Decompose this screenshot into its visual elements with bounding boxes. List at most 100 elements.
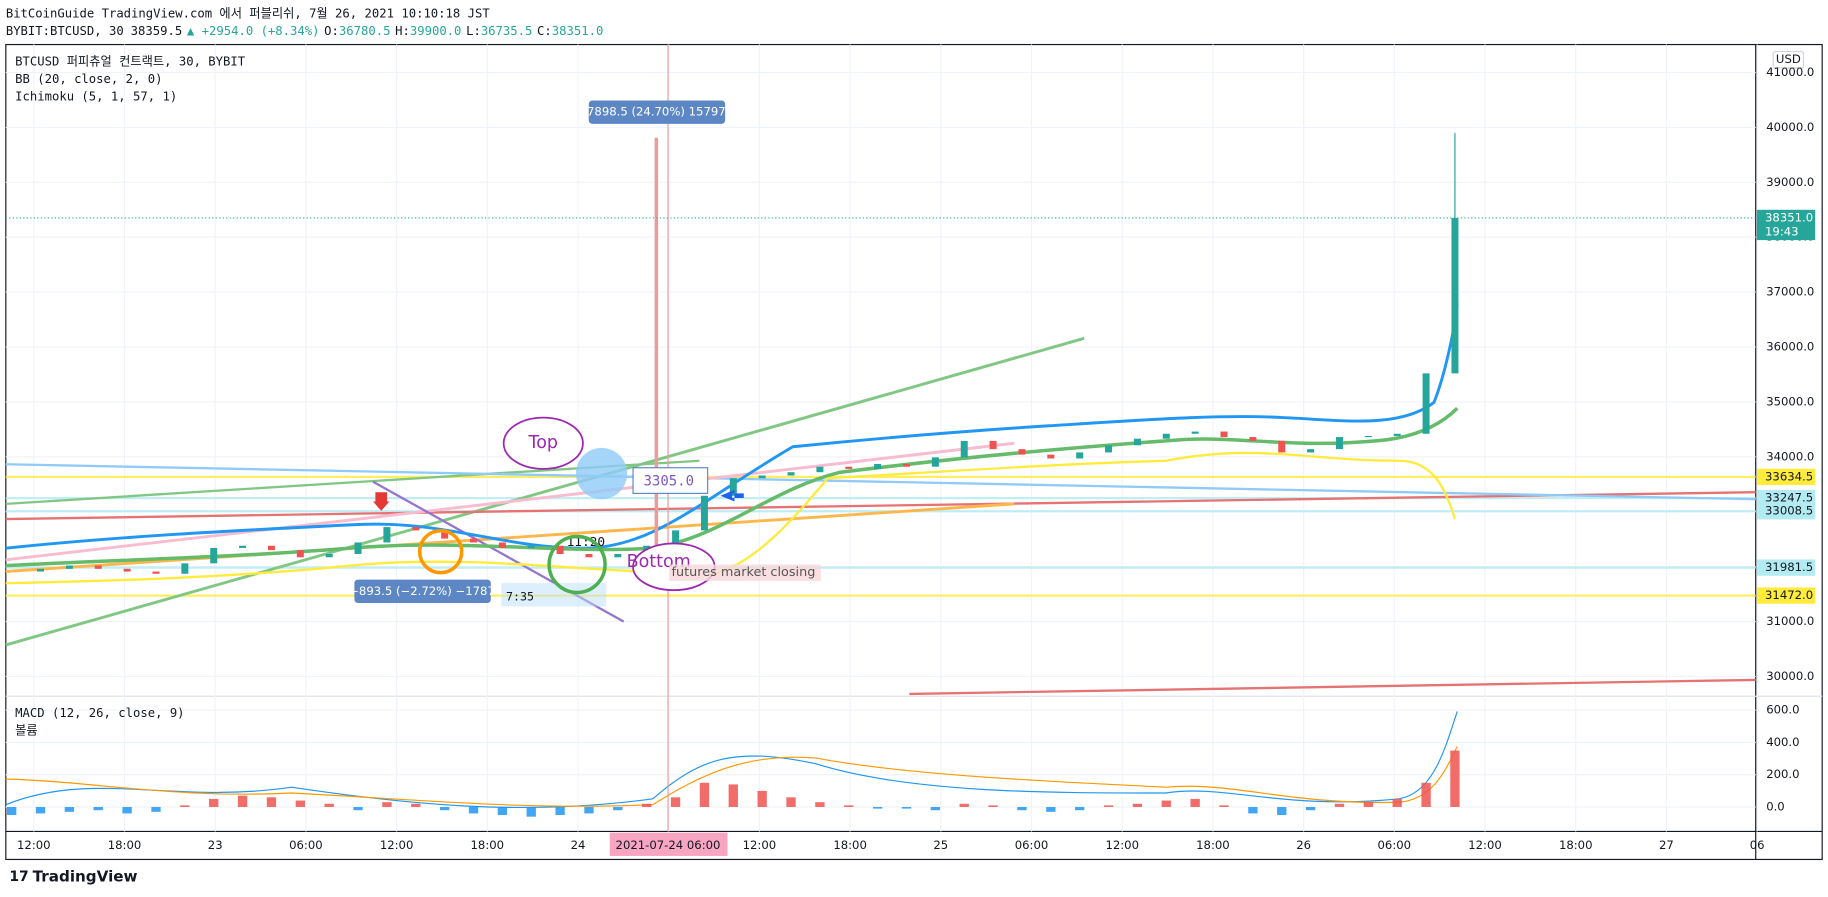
y-tick-label: 36000.0 <box>1766 340 1814 354</box>
x-tick-label: 18:00 <box>1559 838 1593 852</box>
header-value: 36780.5 <box>339 24 391 38</box>
candle <box>325 553 333 558</box>
macd-bar <box>266 797 277 807</box>
price-line-box <box>1756 468 1816 486</box>
legend-ichimoku: Ichimoku (5, 1, 57, 1) <box>15 90 177 104</box>
price-line-label: 33247.5 <box>1765 491 1813 505</box>
countdown: 19:43 <box>1765 224 1799 238</box>
candle <box>1249 437 1257 441</box>
macd-bar <box>930 806 941 811</box>
candle <box>1133 438 1141 446</box>
macd-bar <box>1363 802 1374 807</box>
x-tick-label: 18:00 <box>1196 838 1230 852</box>
y-tick-label: 34000.0 <box>1766 449 1814 463</box>
macd-bar <box>151 806 161 812</box>
candle <box>498 542 506 548</box>
y-tick-label: 37000.0 <box>1766 285 1814 299</box>
macd-bar <box>237 795 248 807</box>
note-top: Top <box>528 433 558 453</box>
macd-bar <box>1392 798 1402 807</box>
x-tick-label: 26 <box>1296 838 1311 852</box>
crosshair-label: 2021-07-24 06:00 <box>616 838 721 852</box>
candle <box>1162 433 1170 439</box>
macd-bar <box>180 805 190 807</box>
measure-up: 7898.5 (24.70%) 15797 <box>587 105 726 119</box>
macd-bar <box>353 806 363 811</box>
macd-bar <box>35 806 46 814</box>
candle <box>1220 431 1228 438</box>
candle <box>1451 217 1459 374</box>
candle <box>1018 449 1026 455</box>
candle <box>1191 431 1199 434</box>
candle <box>758 475 766 479</box>
macd-bar <box>1450 750 1460 807</box>
macd-bar <box>439 806 450 811</box>
macd-bar <box>613 806 623 811</box>
y-tick-label: 30000.0 <box>1766 669 1814 683</box>
macd-bar <box>411 803 421 807</box>
candle <box>1307 449 1315 453</box>
macd-bar <box>1017 806 1027 811</box>
macd-bar <box>324 803 334 807</box>
x-tick-label: 27 <box>1659 838 1674 852</box>
macd-bar <box>1334 803 1345 807</box>
price-line-box <box>1756 587 1816 604</box>
macd-bar <box>699 782 710 807</box>
candle <box>94 565 102 569</box>
candle <box>1047 454 1055 459</box>
macd-bar <box>959 803 969 807</box>
candle <box>412 527 420 531</box>
price-line-label: 31472.0 <box>1765 588 1813 602</box>
macd-bar <box>670 797 681 807</box>
price-line-box <box>1756 559 1816 576</box>
macd-bar <box>93 806 103 811</box>
x-tick-label: 12:00 <box>743 838 777 852</box>
x-tick-label: 06:00 <box>1015 838 1049 852</box>
macd-bar <box>1046 806 1056 812</box>
note-price: 3305.0 <box>644 474 694 490</box>
macd-bar <box>1248 806 1258 814</box>
macd-bar <box>1075 806 1085 811</box>
x-tick-label: 12:00 <box>17 838 51 852</box>
candle <box>672 530 680 546</box>
macd-bar <box>497 806 508 816</box>
candle <box>181 563 189 574</box>
note-time: 11:20 <box>567 535 606 550</box>
header-value: 36735.5 <box>481 24 533 38</box>
y-tick-label: 41000.0 <box>1766 65 1814 79</box>
candle <box>556 545 564 554</box>
price-line-label: 33634.5 <box>1765 469 1813 483</box>
macd-bar <box>209 798 219 807</box>
candle <box>1393 433 1401 436</box>
macd-bar <box>1305 806 1316 811</box>
x-tick-label: 18:00 <box>833 838 867 852</box>
macd-bar <box>786 797 796 807</box>
legend-volume: 볼륨 <box>15 724 38 738</box>
candle <box>729 478 737 496</box>
header-value: C: <box>537 24 552 38</box>
macd-bar <box>1161 800 1171 807</box>
price-line-box <box>1756 503 1816 520</box>
macd-bar <box>295 800 305 807</box>
candle <box>960 440 968 458</box>
candle <box>1105 445 1113 453</box>
candle <box>1076 452 1084 459</box>
price-line-label: 33008.5 <box>1765 504 1813 518</box>
x-tick-label: 18:00 <box>108 838 142 852</box>
published: BitCoinGuide TradingView.com 에서 퍼블리쉬, 7월… <box>6 7 491 21</box>
x-tick-label: 06:00 <box>289 838 323 852</box>
macd-bar <box>728 784 738 807</box>
macd-bar <box>1219 805 1229 807</box>
candle <box>152 571 160 574</box>
currency-box <box>1772 50 1805 69</box>
x-tick-label: 24 <box>571 838 586 852</box>
price-line-label: 31981.5 <box>1765 560 1813 574</box>
y-tick-label: 40000.0 <box>1766 120 1814 134</box>
candle <box>874 463 882 469</box>
macd-tick-label: 400.0 <box>1766 735 1799 749</box>
macd-tick-label: 200.0 <box>1766 767 1799 781</box>
macd-bar <box>6 806 17 816</box>
note-small: 7:35 <box>506 590 534 604</box>
macd-bar <box>1277 806 1287 816</box>
legend-bb: BB (20, close, 2, 0) <box>15 72 162 86</box>
